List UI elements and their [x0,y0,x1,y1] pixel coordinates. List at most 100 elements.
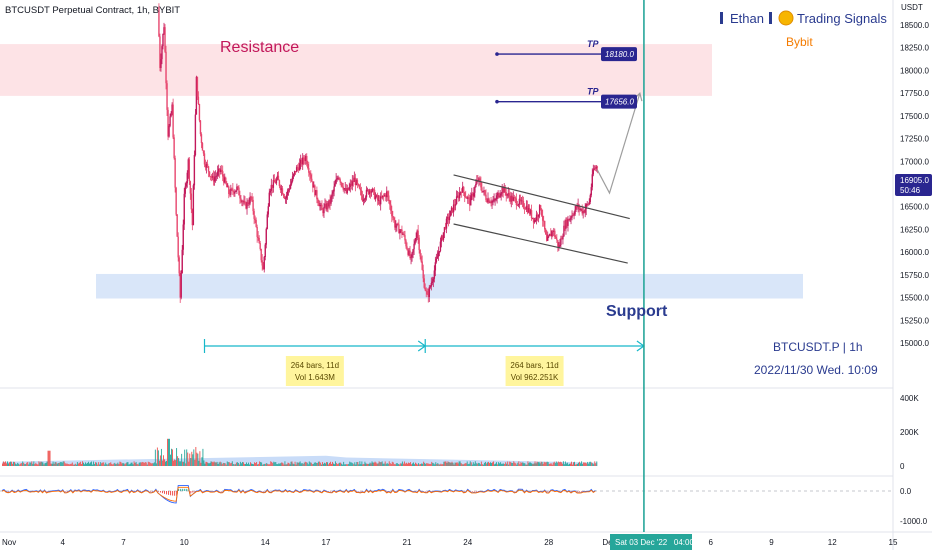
volume-bar [169,438,170,466]
candle-body-191 [351,180,354,186]
volume-bar [240,463,242,466]
volume-bar [577,463,578,466]
volume-bar [61,462,63,466]
volume-bar [123,463,125,466]
candle-body-192 [352,180,355,183]
candle-body-245 [406,246,408,250]
macd-hist-bar [330,491,332,492]
candle-body-3 [161,46,163,60]
candle-body-403 [566,219,568,226]
volume-bar [217,463,219,466]
macd-scale[interactable]: 0.0 -1000.0 [900,487,928,526]
take-profit-markers: TP 18180.0 TP 17656.0 [495,39,637,109]
volume-bar [344,464,346,466]
volume-bar [375,462,377,466]
volume-bar [247,464,248,466]
volume-bar [419,464,421,466]
volume-bar [220,462,222,466]
candle-body-351 [513,197,516,198]
volume-bar [556,462,558,466]
volume-bar [77,463,79,466]
candle-body-67 [226,183,228,188]
candle-body-229 [390,204,392,211]
candle-body-429 [592,169,594,175]
candle-body-282 [443,227,446,233]
volume-bar [52,461,54,466]
candle-body-276 [437,252,440,257]
macd-hist-bar [172,491,174,496]
volume-bar [351,462,353,466]
volume-bar [386,463,388,466]
volume-bar [438,464,440,466]
volume-bar [183,461,185,466]
candle-body-363 [525,205,528,210]
volume-bar [160,448,162,466]
volume-bar [239,461,241,466]
volume-bar [566,462,568,466]
volume-bar [170,454,171,466]
macd-hist-bar [66,491,68,492]
volume-bar [459,461,461,466]
candle-body-151 [311,178,313,182]
volume-bar [26,462,28,466]
candle-body-69 [228,186,230,194]
candle-body-207 [367,189,370,194]
candle-body-139 [298,163,301,171]
candle-body-242 [403,234,405,236]
macd-hist-bar [514,491,516,492]
candle-body-422 [585,204,587,209]
volume-bar [434,464,436,466]
volume-bar [424,462,426,466]
volume-bar [485,463,487,466]
candle-body-167 [327,203,329,207]
volume-bar [156,447,158,466]
volume-bar [373,462,375,466]
volume-bar [474,461,476,466]
volume-bar [532,464,534,466]
candle-body-159 [319,205,321,207]
volume-bar [349,461,351,466]
volume-bar [359,461,361,466]
volume-bar [555,461,557,466]
volume-bar [25,464,27,466]
candle-body-275 [436,256,439,259]
volume-bar [571,461,572,466]
volume-bar [411,464,412,466]
candle-body-237 [398,224,400,234]
volume-bar [184,449,186,466]
candle-body-102 [261,260,263,266]
volume-bar [151,463,153,466]
volume-bar [118,464,120,466]
candle-body-384 [547,236,549,241]
volume-bar [248,462,249,466]
candle-body-22 [180,272,182,298]
volume-bar [441,464,443,466]
volume-bar [567,464,569,466]
candle-body-49 [207,166,210,172]
volume-bar [253,464,254,466]
time-axis[interactable]: Nov 4 7 10 14 17 21 24 28 Dec 6 9 12 15 [2,538,898,547]
volume-bar [175,460,177,466]
volume-bar [377,463,379,466]
volume-bar [22,461,24,466]
volume-bar [59,462,61,466]
candle-body-362 [524,208,527,210]
tp-badge-0 [601,47,637,62]
candle-body-124 [283,195,286,199]
candle-body-419 [582,211,584,214]
candle-body-193 [353,177,356,183]
price-scale[interactable]: USDT 18500.0 18250.0 18000.0 17750.0 17500.0… [900,3,929,348]
macd-hist-bar [581,491,583,492]
macd-hist-bar [427,491,429,492]
volume-bar [291,461,293,466]
candle-body-85 [244,201,246,204]
volume-bar [196,452,198,466]
volume-scale[interactable]: 400K 200K 0 [900,394,919,471]
volume-bar [413,462,414,466]
candle-body-1 [159,36,161,68]
candle-body-136 [295,167,298,173]
volume-bar [229,463,231,466]
volume-bar [488,461,489,466]
macd-hist-bar [168,491,170,495]
